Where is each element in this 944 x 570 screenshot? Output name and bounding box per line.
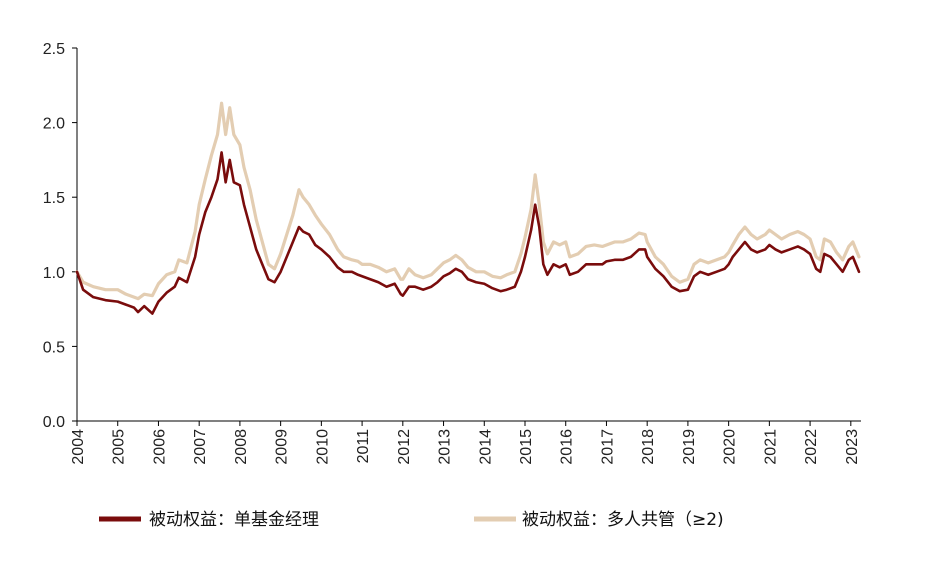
series-line-1 (75, 151, 861, 315)
legend-label-series-1: 被动权益：单基金经理 (149, 510, 319, 530)
x-tick-label: 2015 (518, 429, 535, 465)
x-tick-label: 2020 (722, 429, 739, 465)
x-tick-label: 2006 (151, 429, 168, 465)
x-tick-label: 2011 (355, 429, 372, 464)
x-tick-label: 2018 (640, 429, 657, 465)
x-tick-label: 2017 (599, 429, 616, 465)
x-tick-label: 2013 (437, 429, 454, 465)
x-tick-label: 2004 (70, 429, 87, 465)
series-layer (75, 101, 861, 315)
x-tick-label: 2012 (396, 429, 413, 465)
x-tick-label: 2005 (111, 429, 128, 465)
x-tick-label: 2023 (844, 429, 861, 465)
x-tick-label: 2016 (559, 429, 576, 465)
y-axis: 0.0 0.5 1.0 1.5 2.0 2.5 (43, 41, 78, 431)
x-tick-label: 2019 (681, 429, 698, 465)
y-tick-label: 0.0 (43, 414, 65, 431)
legend: 被动权益：单基金经理 被动权益：多人共管（≥2) (99, 510, 724, 530)
x-tick-label: 2008 (233, 429, 250, 465)
y-tick-label: 0.5 (43, 339, 65, 356)
y-tick-label: 2.5 (43, 41, 65, 58)
x-tick-label: 2022 (803, 429, 820, 465)
x-tick-label: 2021 (762, 429, 779, 465)
x-tick-label: 2009 (274, 429, 291, 465)
y-tick-label: 1.0 (43, 265, 65, 282)
legend-item-series-2: 被动权益：多人共管（≥2) (474, 510, 724, 530)
legend-label-series-2: 被动权益：多人共管（≥2) (522, 510, 724, 530)
x-tick-label: 2010 (314, 429, 331, 465)
x-axis: 2004 2005 2006 2007 2008 2009 2010 2011 2012 2013… (70, 420, 861, 465)
series-line-2 (75, 101, 861, 301)
y-tick-label: 2.0 (43, 116, 65, 133)
legend-item-series-1: 被动权益：单基金经理 (99, 510, 319, 530)
y-tick-label: 1.5 (43, 190, 65, 207)
x-tick-label: 2007 (192, 429, 209, 465)
x-tick-label: 2014 (477, 429, 494, 465)
